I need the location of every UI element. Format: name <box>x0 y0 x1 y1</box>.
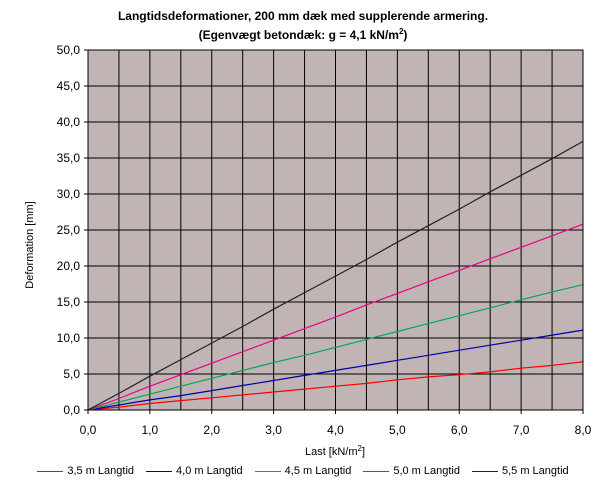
x-tick-label: 2,0 <box>203 423 220 437</box>
y-tick-label: 20,0 <box>57 259 81 273</box>
legend: 3,5 m Langtid 4,0 m Langtid 4,5 m Langtid 5… <box>0 462 606 480</box>
x-tick-label: 4,0 <box>327 423 344 437</box>
legend-label: 5,0 m Langtid <box>393 465 460 477</box>
legend-item-4: 5,0 m Langtid <box>363 465 460 477</box>
legend-item-5: 5,5 m Langtid <box>471 465 569 477</box>
legend-label: 3,5 m Langtid <box>67 465 135 477</box>
y-tick-label: 45,0 <box>57 79 81 93</box>
series-line-1 <box>87 361 584 411</box>
x-tick-label: 8,0 <box>575 423 592 437</box>
x-axis-label: Last [kN/m2] <box>305 444 365 458</box>
legend-swatch <box>254 470 281 472</box>
legend-item-2: 4,0 m Langtid <box>146 465 243 477</box>
legend-swatch <box>146 470 173 472</box>
legend-label: 4,5 m Langtid <box>284 465 352 477</box>
series-line-4 <box>87 223 584 411</box>
line-chart: 0,05,010,015,020,025,030,035,040,045,050… <box>24 43 592 458</box>
y-tick-label: 35,0 <box>57 151 81 165</box>
x-tick-labels: 0,0 1,0 2,0 3,0 4,0 5,0 6,0 7,0 8,0 <box>80 423 592 437</box>
grid-lines <box>88 50 583 410</box>
x-tick-label: 0,0 <box>80 423 97 437</box>
y-tick-label: 10,0 <box>57 331 81 345</box>
y-tick-labels: 0,0 5,0 10,0 15,0 20,0 25,0 30,0 35,0 40,0 45,0 50… <box>57 43 81 417</box>
series-line-5 <box>87 140 584 411</box>
y-tick-label: 50,0 <box>57 43 81 57</box>
x-tick-label: 6,0 <box>451 423 468 437</box>
axes <box>84 49 584 414</box>
x-tick-label: 7,0 <box>513 423 530 437</box>
series-line-2 <box>87 329 584 411</box>
legend-item-3: 4,5 m Langtid <box>254 465 352 477</box>
x-tick-label: 5,0 <box>389 423 406 437</box>
y-tick-label: 5,0 <box>63 367 80 381</box>
x-tick-label: 3,0 <box>265 423 282 437</box>
subtitle-superscript: 2 <box>398 27 404 36</box>
y-tick-label: 25,0 <box>57 223 81 237</box>
legend-label: 4,0 m Langtid <box>176 465 243 477</box>
chart-subtitle: (Egenvægt betondæk: g = 4,1 kN/m2) <box>198 27 408 42</box>
legend-swatch <box>37 470 64 472</box>
y-tick-label: 15,0 <box>57 295 81 309</box>
legend-swatch <box>471 470 498 472</box>
chart-title: Langtidsdeformationer, 200 mm dæk med su… <box>117 9 489 23</box>
x-tick-label: 1,0 <box>142 423 159 437</box>
y-axis-label: Deformation [mm] <box>24 201 36 288</box>
legend-swatch <box>363 470 390 472</box>
legend-label: 5,5 m Langtid <box>501 465 569 477</box>
series-line-3 <box>87 284 584 411</box>
xlabel-superscript: 2 <box>358 444 363 453</box>
y-tick-label: 40,0 <box>57 115 81 129</box>
y-tick-label: 30,0 <box>57 187 81 201</box>
y-tick-label: 0,0 <box>63 403 80 417</box>
legend-item-1: 3,5 m Langtid <box>37 465 134 477</box>
series-lines <box>87 140 584 411</box>
